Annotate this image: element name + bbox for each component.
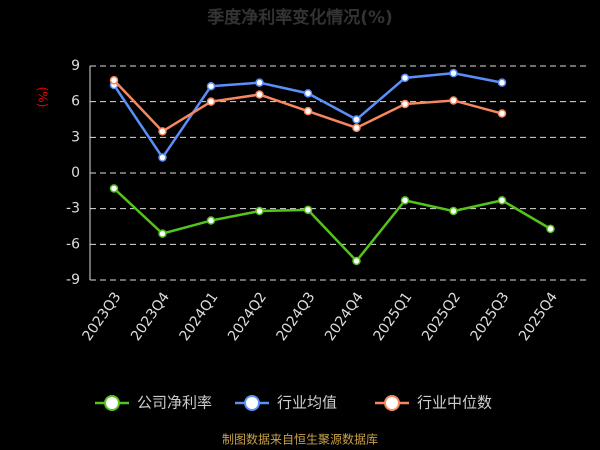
legend-label: 行业中位数 bbox=[417, 394, 492, 412]
y-axis-label: (%) bbox=[36, 87, 50, 108]
chart-title: 季度净利率变化情况(%) bbox=[207, 7, 393, 28]
data-point bbox=[400, 196, 410, 205]
data-point bbox=[352, 123, 361, 133]
data-point bbox=[449, 68, 458, 78]
data-point bbox=[546, 224, 555, 234]
data-point bbox=[158, 229, 167, 238]
x-tick-label: 2025Q4 bbox=[516, 289, 561, 344]
data-point bbox=[352, 256, 361, 266]
data-point bbox=[449, 206, 458, 216]
data-point bbox=[255, 90, 264, 99]
y-tick-label: 0 bbox=[71, 165, 80, 181]
series-line bbox=[113, 187, 552, 263]
legend-label: 行业均值 bbox=[277, 394, 337, 412]
x-tick-label: 2025Q1 bbox=[371, 289, 416, 344]
legend-marker bbox=[384, 395, 400, 411]
data-point bbox=[109, 184, 119, 193]
y-tick-label: 6 bbox=[71, 94, 80, 110]
data-point bbox=[497, 196, 507, 205]
data-point bbox=[497, 109, 507, 118]
y-tick-label: -6 bbox=[66, 236, 80, 252]
data-point bbox=[303, 89, 313, 98]
data-point bbox=[497, 78, 507, 87]
data-point bbox=[255, 206, 264, 216]
x-tick-label: 2024Q1 bbox=[177, 289, 222, 344]
data-point bbox=[206, 81, 216, 91]
x-tick-label: 2024Q2 bbox=[225, 289, 270, 344]
data-point bbox=[400, 99, 410, 109]
legend-marker bbox=[244, 395, 260, 411]
data-point bbox=[400, 73, 410, 83]
data-point bbox=[352, 115, 361, 124]
series-line bbox=[113, 79, 503, 133]
legend-marker bbox=[104, 395, 120, 411]
x-tick-label: 2023Q3 bbox=[80, 289, 125, 344]
data-point bbox=[158, 153, 167, 162]
y-tick-label: 3 bbox=[71, 129, 80, 145]
data-point bbox=[449, 96, 458, 105]
data-point bbox=[206, 216, 216, 225]
x-tick-label: 2023Q4 bbox=[128, 289, 173, 344]
data-point bbox=[255, 78, 264, 87]
y-tick-label: 9 bbox=[71, 58, 80, 74]
x-tick-label: 2024Q4 bbox=[322, 289, 367, 344]
x-tick-label: 2025Q2 bbox=[419, 289, 464, 344]
data-point bbox=[303, 205, 313, 215]
data-point bbox=[206, 97, 216, 106]
y-tick-label: -3 bbox=[66, 201, 80, 217]
x-tick-label: 2025Q3 bbox=[468, 289, 513, 344]
data-point bbox=[158, 127, 167, 136]
x-tick-label: 2024Q3 bbox=[274, 289, 319, 344]
data-point bbox=[303, 106, 313, 116]
source-note: 制图数据来自恒生聚源数据库 bbox=[222, 432, 378, 447]
legend-label: 公司净利率 bbox=[137, 394, 212, 412]
data-point bbox=[109, 76, 119, 85]
y-tick-label: -9 bbox=[66, 272, 80, 288]
